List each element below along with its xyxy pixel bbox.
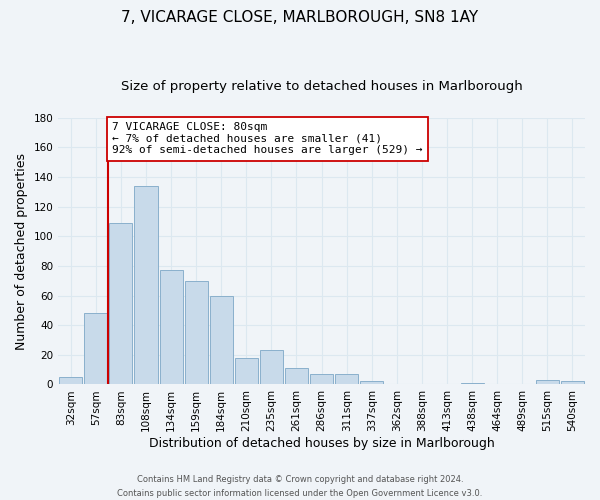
Bar	[260, 350, 283, 384]
Bar	[536, 380, 559, 384]
Bar	[209, 296, 233, 384]
Title: Size of property relative to detached houses in Marlborough: Size of property relative to detached ho…	[121, 80, 523, 93]
X-axis label: Distribution of detached houses by size in Marlborough: Distribution of detached houses by size …	[149, 437, 494, 450]
Bar	[335, 374, 358, 384]
Bar	[310, 374, 333, 384]
Text: 7 VICARAGE CLOSE: 80sqm
← 7% of detached houses are smaller (41)
92% of semi-det: 7 VICARAGE CLOSE: 80sqm ← 7% of detached…	[112, 122, 422, 156]
Bar	[59, 377, 82, 384]
Text: 7, VICARAGE CLOSE, MARLBOROUGH, SN8 1AY: 7, VICARAGE CLOSE, MARLBOROUGH, SN8 1AY	[121, 10, 479, 25]
Text: Contains HM Land Registry data © Crown copyright and database right 2024.
Contai: Contains HM Land Registry data © Crown c…	[118, 476, 482, 498]
Bar	[84, 314, 107, 384]
Bar	[160, 270, 182, 384]
Bar	[461, 383, 484, 384]
Bar	[360, 382, 383, 384]
Bar	[134, 186, 158, 384]
Y-axis label: Number of detached properties: Number of detached properties	[15, 152, 28, 350]
Bar	[235, 358, 258, 384]
Bar	[109, 223, 133, 384]
Bar	[185, 280, 208, 384]
Bar	[561, 382, 584, 384]
Bar	[285, 368, 308, 384]
